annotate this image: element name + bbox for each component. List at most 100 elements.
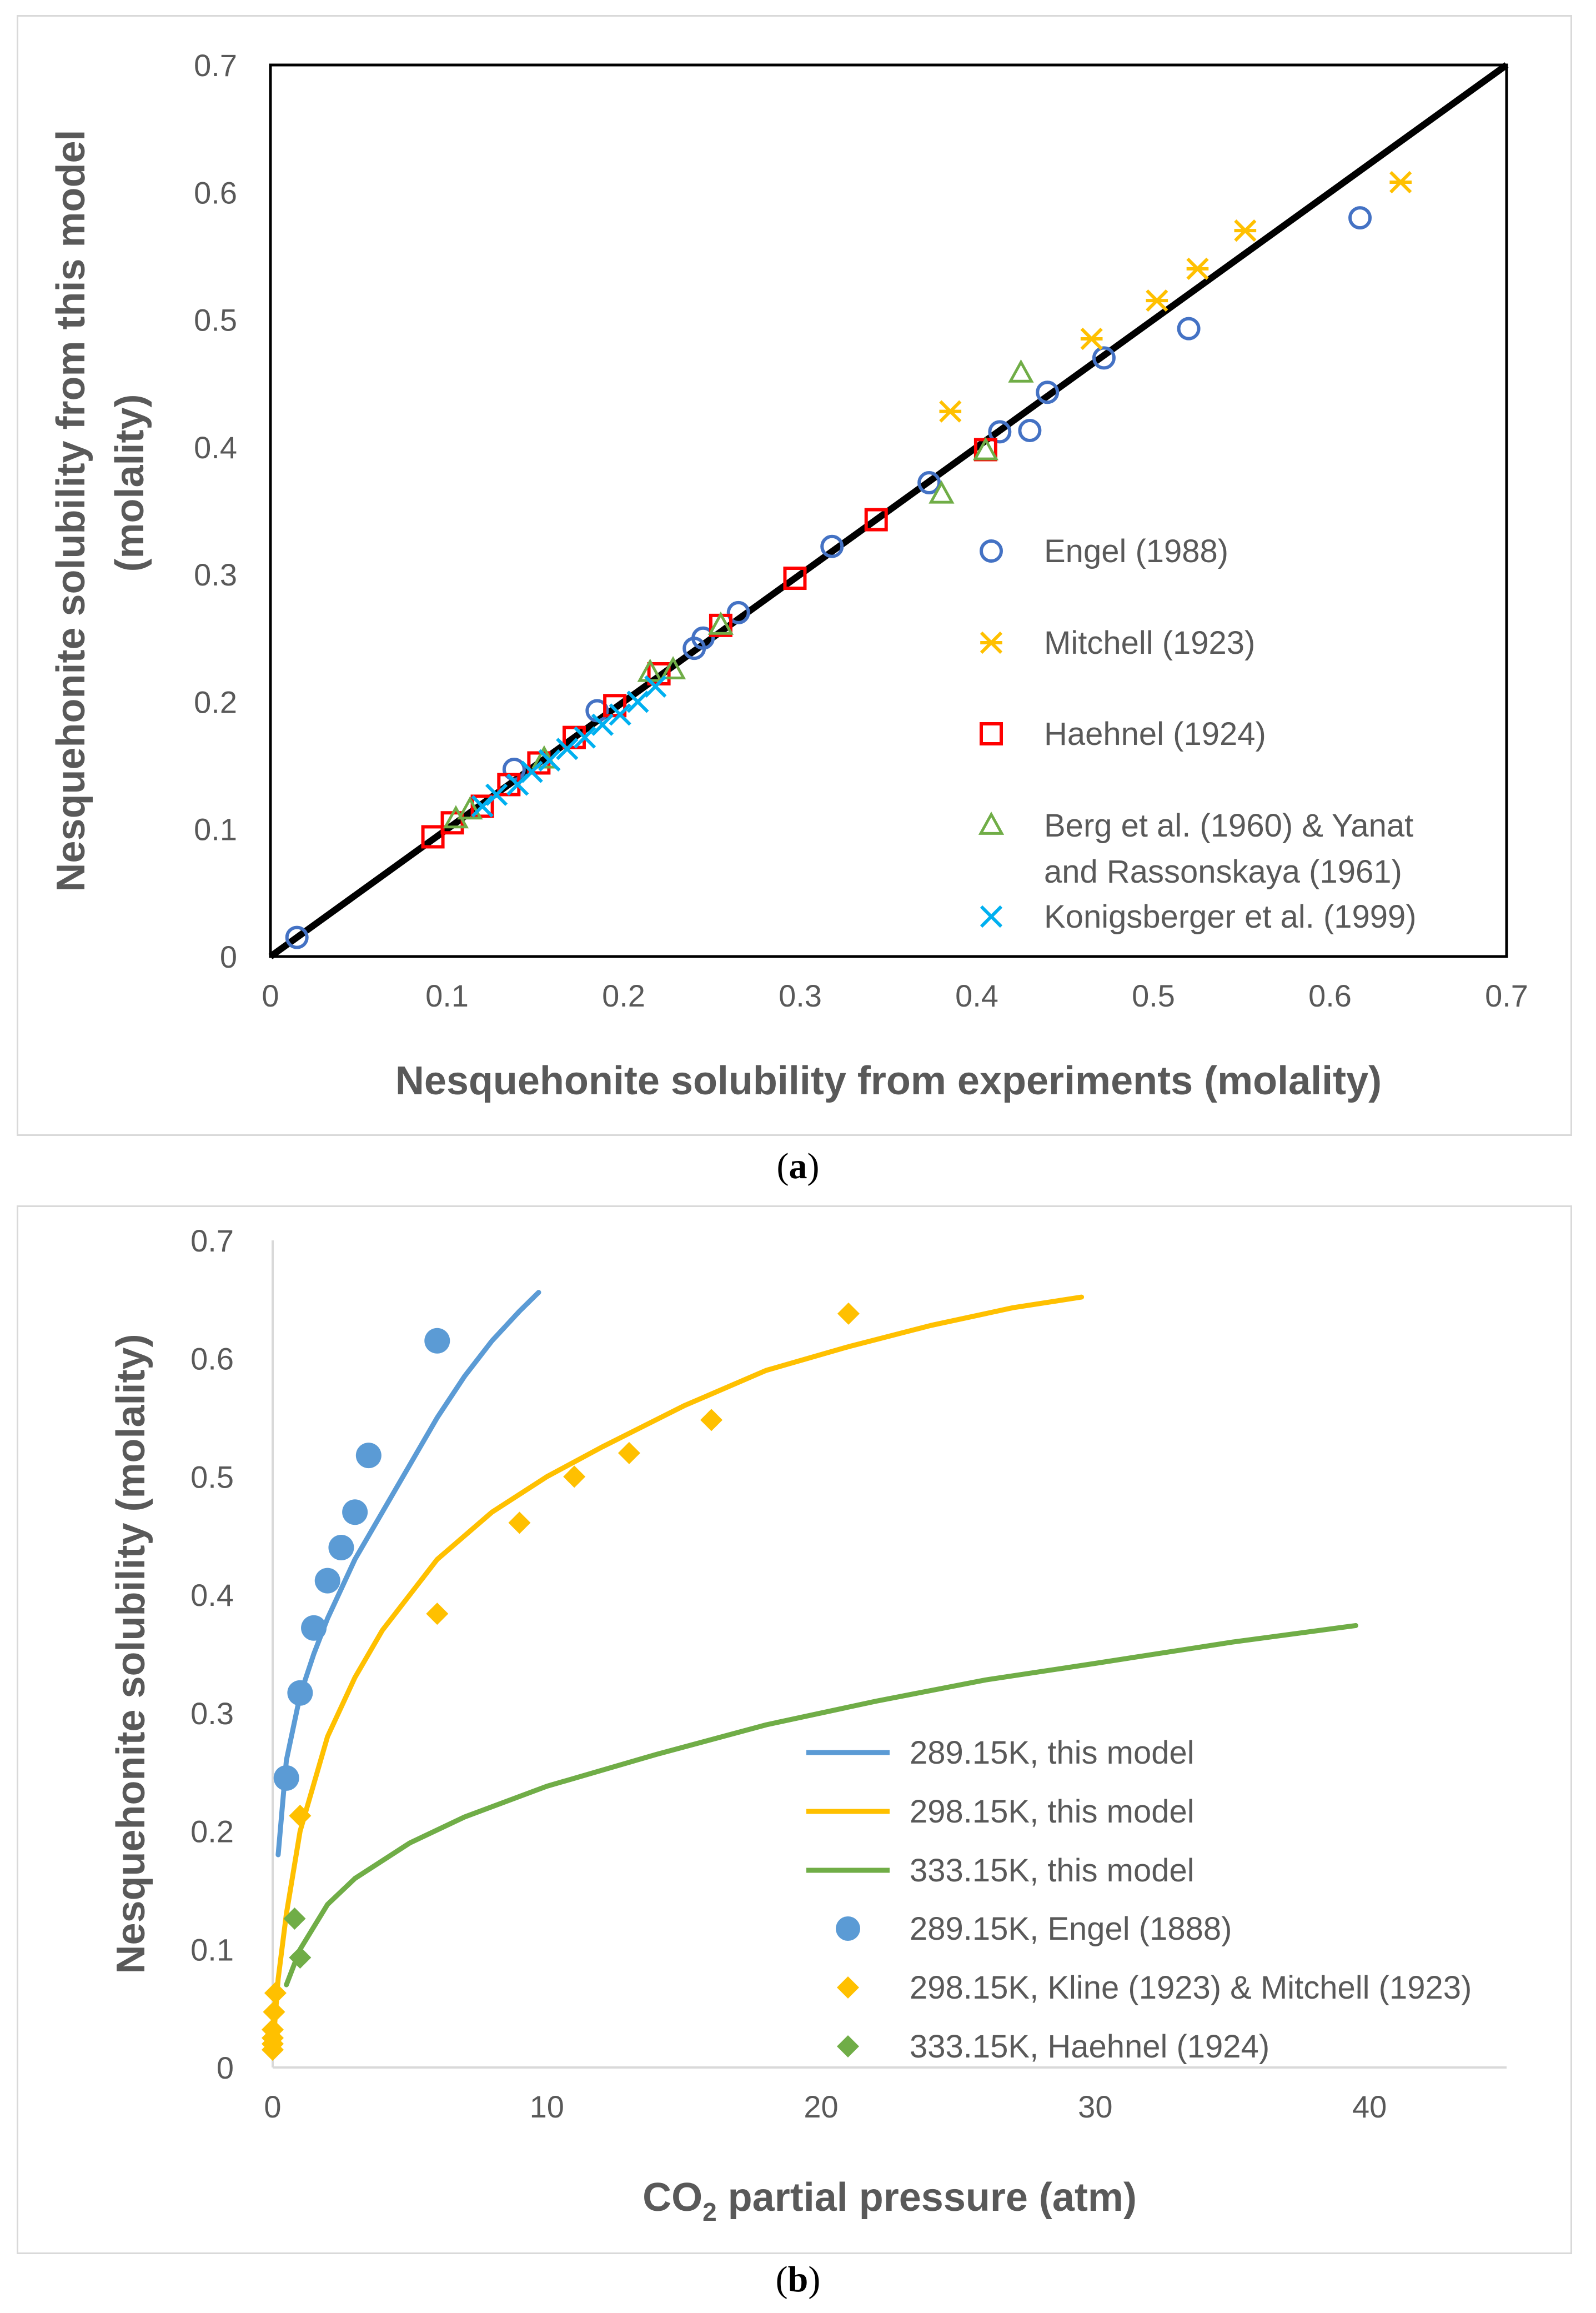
data-point-triangle [929,480,955,504]
x-tick-label: 0.6 [1308,978,1352,1013]
data-point-asterisk [1389,171,1412,194]
data-point-circle [287,1680,313,1706]
data-point-diamond [262,2018,284,2041]
caption-b: (b) [775,2259,821,2300]
data-point-diamond [618,1441,640,1464]
data-point-triangle [457,796,483,820]
y-tick-label: 0 [220,939,237,974]
y-tick-label: 0.5 [194,303,237,338]
data-point-x [626,690,649,713]
y-tick-label: 0.4 [194,430,237,465]
data-point-circle [988,420,1012,444]
data-point-triangle [972,437,999,460]
data-point-circle [273,1765,299,1791]
y-axis-title-line2: (molality) [108,394,152,572]
legend-label: 289.15K, this model [910,1735,1195,1771]
legend-label: Berg et al. (1960) & Yanat [1044,808,1413,844]
y-tick-label: 0.4 [190,1578,234,1613]
data-point-diamond [264,1981,287,2004]
data-point-circle [1092,346,1116,370]
data-point-circle [301,1615,327,1641]
legend-label: Mitchell (1923) [1044,625,1255,661]
data-point-diamond [700,1409,723,1431]
data-point-x [485,783,508,806]
x-tick-label: 0.2 [602,978,645,1013]
data-point-diamond [426,1603,449,1625]
data-point-diamond [283,1907,306,1930]
data-point-diamond [263,2001,285,2024]
legend-marker-triangle [978,812,1005,835]
data-point-circle [328,1535,354,1561]
data-point-triangle [707,611,734,635]
y-tick-label: 0.1 [190,1932,234,1967]
data-point-asterisk [1234,219,1257,242]
data-point-asterisk [1146,289,1168,312]
y-tick-label: 0 [217,2050,234,2085]
data-point-diamond [289,1946,312,1969]
legend-marker-asterisk [980,631,1003,654]
y-tick-label: 0.6 [190,1341,234,1376]
data-point-circle [691,626,715,650]
chart-a: 0 0.1 0.2 0.3 0.4 0.5 0.6 0.7 0 0.1 0.2 0.3 0.4 0.5 0.… [49,48,1528,1103]
x-tick-label: 0.3 [779,978,822,1013]
data-point-x [471,795,494,818]
data-point-x [556,738,579,760]
data-point-circle [285,925,309,949]
x-tick-label: 0.5 [1132,978,1175,1013]
data-point-triangle [660,656,686,680]
y-axis-title: Nesquehonite solubility (molality) [109,1334,153,1974]
plot-area-a [269,63,1508,958]
data-point-circle [726,600,750,624]
legend-marker-circle [836,1916,860,1941]
data-point-x [538,749,561,772]
y-tick-label: 0.2 [190,1814,234,1849]
data-point-circle [1036,381,1060,404]
data-point-x [644,675,667,698]
data-point-square [421,825,445,849]
x-tick-label: 0 [264,2089,281,2124]
data-point-diamond [289,1804,312,1827]
y-tick-label: 0.2 [194,684,237,719]
legend-marker-square [980,722,1003,745]
y-tick-label: 0.6 [194,175,237,210]
data-point-x [573,726,596,749]
model-curve [284,1623,1358,1987]
data-point-x [609,703,631,726]
data-point-square [783,567,807,590]
x-tick-label: 0.4 [955,978,998,1013]
model-curve [272,1294,1085,2035]
legend-marker-diamond [837,2035,859,2057]
panel-b-frame [17,1205,1572,2254]
legend-marker-circle [980,539,1003,563]
data-point-diamond [508,1511,531,1534]
y-tick-label: 0.7 [194,48,237,83]
data-point-circle [355,1443,382,1469]
data-point-square [864,508,888,532]
y-axis-title-line1: Nesquehonite solubility from this model [49,129,93,892]
y-tick-label: 0.7 [190,1223,234,1258]
legend-label: 298.15K, Kline (1923) & Mitchell (1923) [910,1970,1472,2006]
x-tick-label: 0 [262,978,279,1013]
data-point-circle [424,1328,450,1354]
data-point-asterisk [939,400,962,423]
data-point-asterisk [1080,327,1103,351]
x-tick-label: 0.1 [425,978,469,1013]
data-point-asterisk [1186,257,1209,280]
x-tick-label: 30 [1078,2089,1112,2124]
data-point-circle [1177,317,1201,341]
legend-label: Haehnel (1924) [1044,716,1266,752]
x-axis-title: Nesquehonite solubility from experiments… [395,1059,1382,1103]
data-point-x [591,713,614,736]
y-tick-label: 0.3 [190,1696,234,1731]
data-point-circle [1348,206,1372,230]
x-tick-label: 40 [1352,2089,1387,2124]
legend-label: 298.15K, this model [910,1794,1195,1830]
data-point-diamond [563,1465,586,1488]
x-tick-label: 20 [804,2089,838,2124]
data-point-circle [1018,419,1042,443]
legend-marker-x [980,905,1003,928]
legend-label: 333.15K, this model [910,1853,1195,1889]
data-point-x [520,760,543,783]
legend-label: 289.15K, Engel (1888) [910,1911,1232,1947]
